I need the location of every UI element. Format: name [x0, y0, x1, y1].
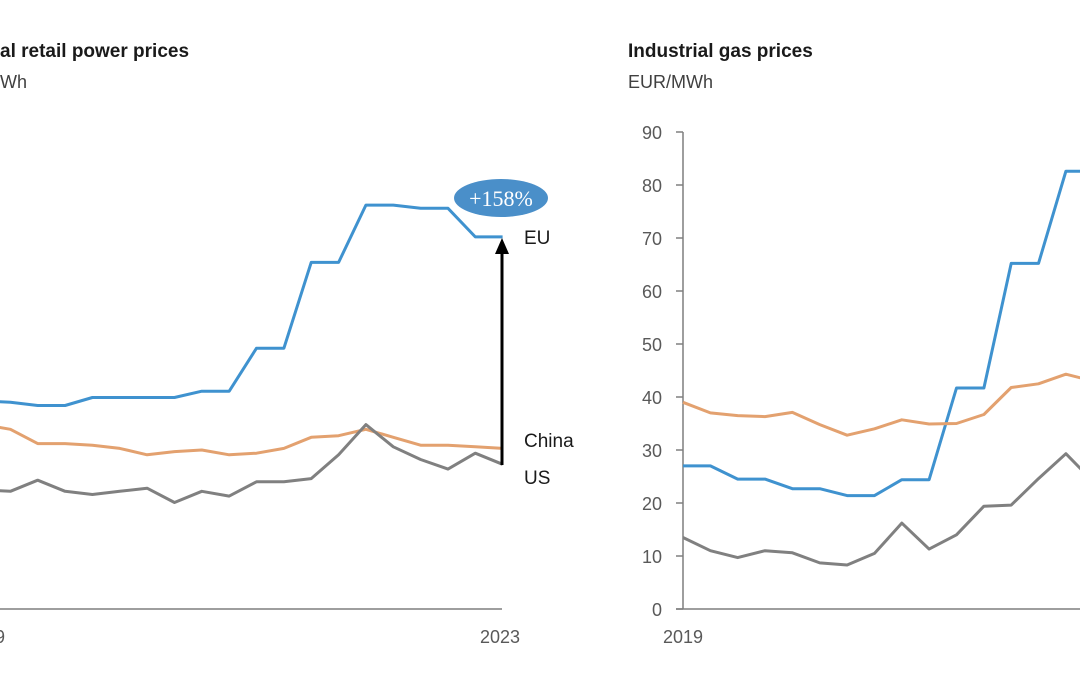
- right-series-line-0: [683, 169, 1080, 498]
- right-y-tick-label: 30: [642, 441, 662, 461]
- difference-arrow-head: [495, 238, 509, 254]
- left-x-tick-2019: 2019: [0, 627, 5, 647]
- percent-change-text: +158%: [469, 186, 533, 211]
- right-y-tick-label: 70: [642, 229, 662, 249]
- left-series-line-us: [0, 423, 504, 504]
- right-series-line-2: [682, 452, 1080, 567]
- left-series-line-eu: [0, 203, 503, 407]
- left-series-line-china: [0, 425, 503, 457]
- right-y-tick-label: 90: [642, 123, 662, 143]
- right-y-tick-label: 20: [642, 494, 662, 514]
- left-chart: al retail power prices Wh 2019 2023 +158…: [0, 41, 574, 647]
- right-y-tick-label: 0: [652, 600, 662, 620]
- right-series-line-1: [682, 372, 1080, 437]
- series-label-china: China: [524, 431, 574, 452]
- left-chart-subtitle: Wh: [0, 72, 27, 92]
- right-y-tick-label: 80: [642, 176, 662, 196]
- percent-change-badge: [454, 179, 548, 217]
- right-y-tick-label: 10: [642, 547, 662, 567]
- right-chart: Industrial gas prices EUR/MWh 0 10 20 30 40 5…: [628, 41, 1080, 647]
- left-x-tick-2023: 2023: [480, 627, 520, 647]
- right-x-tick-2019: 2019: [663, 627, 703, 647]
- series-label-us: US: [524, 468, 550, 489]
- right-y-tick-label: 60: [642, 282, 662, 302]
- right-y-tick-label: 40: [642, 388, 662, 408]
- right-chart-subtitle: EUR/MWh: [628, 72, 713, 92]
- right-chart-title: Industrial gas prices: [628, 41, 813, 62]
- left-chart-title: al retail power prices: [0, 41, 189, 62]
- series-label-eu: EU: [524, 228, 550, 249]
- right-y-tick-label: 50: [642, 335, 662, 355]
